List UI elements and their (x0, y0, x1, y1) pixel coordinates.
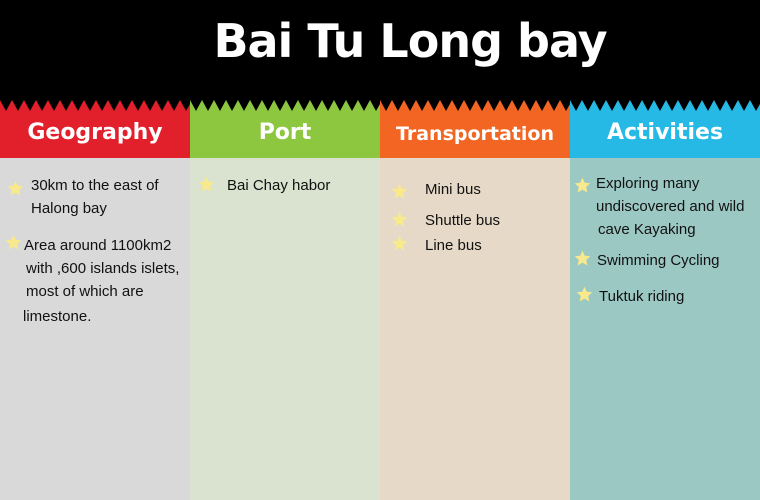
star-icon (391, 235, 408, 251)
port-body: Bai Chay habor (190, 158, 380, 500)
zigzag-edge (0, 100, 190, 112)
list-item: 30km to the east of Halong bay (31, 177, 159, 217)
geography-heading-bar: Geography (0, 112, 190, 158)
list-item: Tuktuk riding (599, 288, 685, 305)
star-icon (391, 211, 408, 227)
column-geography: Geography 30km to the east of Halong bay… (0, 100, 190, 500)
column-transportation: Transportation Mini bus Shuttle bus Line… (380, 100, 570, 500)
header: Bai Tu Long bay (0, 0, 760, 100)
activities-heading-bar: Activities (570, 112, 760, 158)
list-item: Swimming Cycling (597, 252, 720, 269)
port-heading: Port (258, 120, 312, 145)
star-icon (198, 176, 215, 192)
page-title: Bai Tu Long bay (213, 14, 607, 68)
zigzag-edge (190, 100, 380, 112)
transportation-heading-bar: Transportation (380, 112, 570, 158)
port-heading-bar: Port (190, 112, 380, 158)
star-icon (574, 177, 591, 193)
column-port: Port Bai Chay habor (190, 100, 380, 500)
transportation-heading: Transportation (395, 123, 554, 145)
star-icon (5, 234, 22, 250)
geography-heading: Geography (27, 120, 163, 145)
list-item: Line bus (425, 237, 482, 254)
transportation-body: Mini bus Shuttle bus Line bus (380, 158, 570, 500)
zigzag-edge (570, 100, 760, 112)
star-icon (574, 250, 591, 266)
geography-body: 30km to the east of Halong bay Area arou… (0, 158, 190, 500)
zigzag-edge (380, 100, 570, 112)
list-item: Exploring many undiscovered and wild cav… (596, 175, 745, 238)
star-icon (7, 180, 24, 196)
list-item: Mini bus (425, 181, 481, 198)
activities-heading: Activities (606, 120, 724, 145)
list-item: Bai Chay habor (227, 177, 331, 194)
list-item: Shuttle bus (425, 212, 501, 229)
star-icon (576, 286, 593, 302)
column-activities: Activities Exploring many undiscovered a… (570, 100, 760, 500)
star-icon (391, 183, 408, 199)
activities-body: Exploring many undiscovered and wild cav… (570, 158, 760, 500)
list-item: Area around 1100km2 with ,600 islands is… (23, 237, 180, 325)
